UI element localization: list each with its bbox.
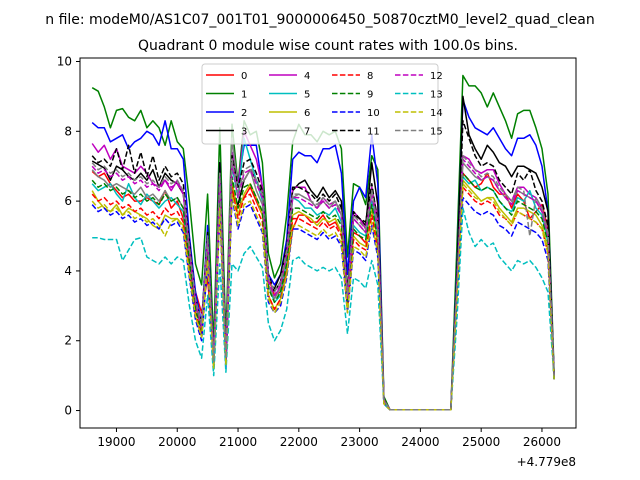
x-tick-label: 25000 — [462, 435, 500, 449]
legend-label-12: 12 — [430, 71, 443, 82]
chart-suptitle: n file: modeM0/AS1C07_001T01_9000006450_… — [45, 12, 594, 28]
y-tick-label: 10 — [57, 54, 72, 68]
series-line-13 — [92, 207, 555, 411]
legend-label-15: 15 — [430, 127, 443, 138]
series-line-8 — [91, 186, 555, 411]
y-tick-label: 0 — [64, 404, 72, 418]
legend-label-4: 4 — [304, 71, 310, 82]
legend-label-1: 1 — [241, 90, 247, 101]
series-line-9 — [91, 172, 555, 411]
y-tick-label: 4 — [64, 264, 72, 278]
legend-label-8: 8 — [367, 71, 373, 82]
y-tick-label: 6 — [64, 194, 72, 208]
y-tick-label: 2 — [64, 334, 72, 348]
plot-frame — [79, 57, 577, 429]
series-line-10 — [91, 196, 555, 411]
legend-label-5: 5 — [304, 90, 310, 101]
legend-label-11: 11 — [367, 127, 380, 138]
series-line-6 — [91, 179, 555, 411]
legend-label-2: 2 — [241, 108, 247, 119]
series-line-0 — [91, 170, 555, 411]
legend-label-3: 3 — [241, 127, 247, 138]
series-layer — [91, 74, 555, 411]
series-line-12 — [91, 158, 555, 411]
x-tick-label: 19000 — [97, 435, 135, 449]
series-line-15 — [91, 154, 555, 411]
x-axis: 19000 20000 21000 22000 23000 24000 25000 26000 — [97, 428, 561, 449]
x-offset-label: +4.779e8 — [517, 455, 576, 469]
legend-label-9: 9 — [367, 90, 373, 101]
chart-title: Quadrant 0 module wise count rates with … — [138, 38, 518, 54]
y-axis: 0 2 4 6 8 10 — [57, 54, 80, 418]
x-tick-label: 24000 — [401, 435, 439, 449]
legend-box — [201, 63, 439, 145]
x-tick-label: 20000 — [158, 435, 196, 449]
series-line-14 — [91, 182, 555, 411]
x-tick-label: 22000 — [280, 435, 318, 449]
x-tick-label: 21000 — [219, 435, 257, 449]
series-line-2 — [91, 99, 555, 411]
x-tick-label: 23000 — [341, 435, 379, 449]
y-tick-label: 8 — [64, 124, 72, 138]
legend-label-10: 10 — [367, 108, 380, 119]
series-line-3 — [91, 95, 555, 411]
legend-label-0: 0 — [241, 71, 247, 82]
legend-label-6: 6 — [304, 108, 310, 119]
x-tick-label: 26000 — [523, 435, 561, 449]
series-line-11 — [91, 120, 555, 411]
legend-label-7: 7 — [304, 127, 310, 138]
legend-label-13: 13 — [430, 90, 443, 101]
legend-label-14: 14 — [430, 108, 443, 119]
